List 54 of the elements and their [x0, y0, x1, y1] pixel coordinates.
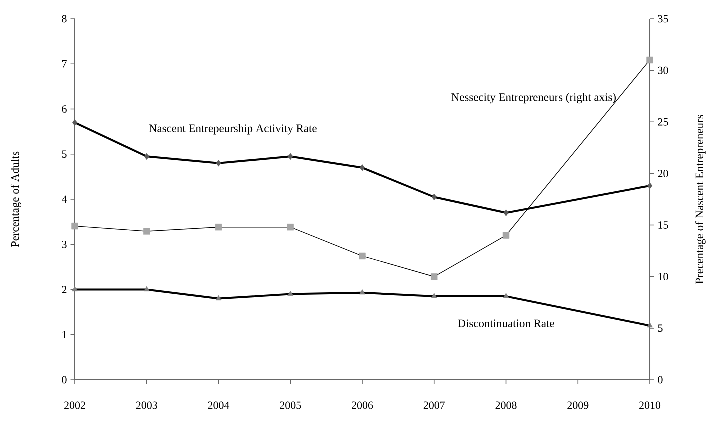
point — [432, 194, 437, 201]
x-tick-label: 2008 — [496, 402, 517, 410]
series-label: Discontinuation Rate — [458, 320, 554, 328]
y-tick-label: 5 — [62, 150, 67, 158]
point — [287, 224, 294, 231]
point — [72, 222, 78, 230]
point — [646, 56, 654, 64]
point — [72, 286, 78, 292]
x-tick-label: 2005 — [280, 402, 302, 410]
x-tick-label: 2009 — [568, 402, 589, 410]
x-tick-label: 2002 — [64, 402, 86, 410]
point — [144, 228, 150, 235]
y2-tick-label: 0 — [658, 376, 663, 384]
point — [216, 295, 222, 301]
y2-tick-label: 25 — [658, 118, 668, 126]
y-tick-label: 4 — [62, 196, 68, 204]
y2-tick-label: 10 — [658, 273, 668, 281]
y-tick-label: 1 — [62, 331, 67, 338]
x-tick-label: 2004 — [208, 402, 230, 410]
y2-tick-label: 5 — [658, 324, 663, 332]
point — [215, 224, 222, 231]
y2-tick-label: 35 — [658, 15, 668, 23]
y2-tick-label: 30 — [658, 66, 668, 74]
y2-axis-title: Precentage of Nascent Entrepreneurs — [695, 115, 706, 284]
series-label: Nascent Entrepeurship Activity Rate — [149, 124, 317, 135]
y-tick-label: 0 — [62, 376, 67, 384]
point — [360, 164, 366, 172]
y-axis-title: Percentage of Adults — [10, 152, 22, 248]
x-tick-label: 2003 — [136, 402, 158, 410]
point — [360, 290, 366, 295]
y-tick-label: 7 — [62, 60, 67, 68]
y2-tick-label: 20 — [658, 170, 668, 178]
point — [144, 286, 150, 292]
point — [144, 153, 150, 160]
series-label: Nessecity Entrepreneurs (right axis) — [452, 93, 616, 104]
point — [72, 119, 78, 126]
y-tick-label: 6 — [62, 106, 67, 113]
y2-tick-label: 15 — [658, 222, 668, 229]
y-tick-label: 3 — [62, 240, 67, 248]
x-tick-label: 2007 — [424, 402, 446, 410]
point — [503, 293, 510, 298]
point — [431, 293, 438, 298]
point — [359, 252, 366, 260]
point — [288, 290, 294, 296]
point — [504, 210, 509, 216]
y-tick-label: 2 — [62, 286, 67, 294]
x-tick-label: 2006 — [352, 402, 374, 410]
point — [216, 160, 222, 167]
point — [431, 274, 438, 280]
x-tick-label: 2010 — [640, 402, 661, 410]
point — [647, 322, 653, 328]
point — [288, 153, 294, 160]
y-tick-label: 8 — [62, 15, 67, 23]
point — [502, 232, 510, 239]
